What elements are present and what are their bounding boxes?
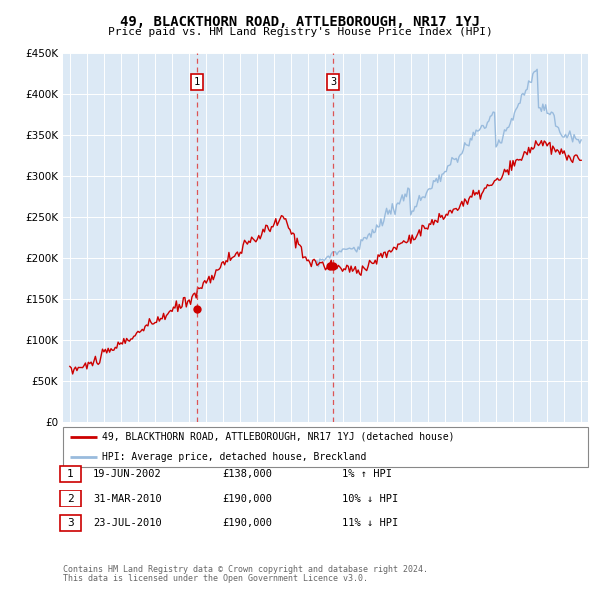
Text: £190,000: £190,000 [222,494,272,503]
Text: 1% ↑ HPI: 1% ↑ HPI [342,469,392,478]
Text: 1: 1 [67,469,74,478]
Text: 3: 3 [330,77,337,87]
Text: 49, BLACKTHORN ROAD, ATTLEBOROUGH, NR17 1YJ (detached house): 49, BLACKTHORN ROAD, ATTLEBOROUGH, NR17 … [103,432,455,442]
FancyBboxPatch shape [63,427,588,467]
Text: £190,000: £190,000 [222,519,272,528]
Text: Contains HM Land Registry data © Crown copyright and database right 2024.: Contains HM Land Registry data © Crown c… [63,565,428,573]
Text: 19-JUN-2002: 19-JUN-2002 [93,469,162,478]
Text: HPI: Average price, detached house, Breckland: HPI: Average price, detached house, Brec… [103,452,367,462]
FancyBboxPatch shape [60,515,80,532]
Text: £138,000: £138,000 [222,469,272,478]
Text: 1: 1 [194,77,200,87]
Text: 10% ↓ HPI: 10% ↓ HPI [342,494,398,503]
FancyBboxPatch shape [60,490,80,507]
Text: This data is licensed under the Open Government Licence v3.0.: This data is licensed under the Open Gov… [63,574,368,583]
Text: 23-JUL-2010: 23-JUL-2010 [93,519,162,528]
Text: 2: 2 [67,494,74,503]
Text: 49, BLACKTHORN ROAD, ATTLEBOROUGH, NR17 1YJ: 49, BLACKTHORN ROAD, ATTLEBOROUGH, NR17 … [120,15,480,30]
Text: Price paid vs. HM Land Registry's House Price Index (HPI): Price paid vs. HM Land Registry's House … [107,27,493,37]
Text: 3: 3 [67,519,74,528]
FancyBboxPatch shape [60,466,80,482]
Text: 11% ↓ HPI: 11% ↓ HPI [342,519,398,528]
Text: 31-MAR-2010: 31-MAR-2010 [93,494,162,503]
